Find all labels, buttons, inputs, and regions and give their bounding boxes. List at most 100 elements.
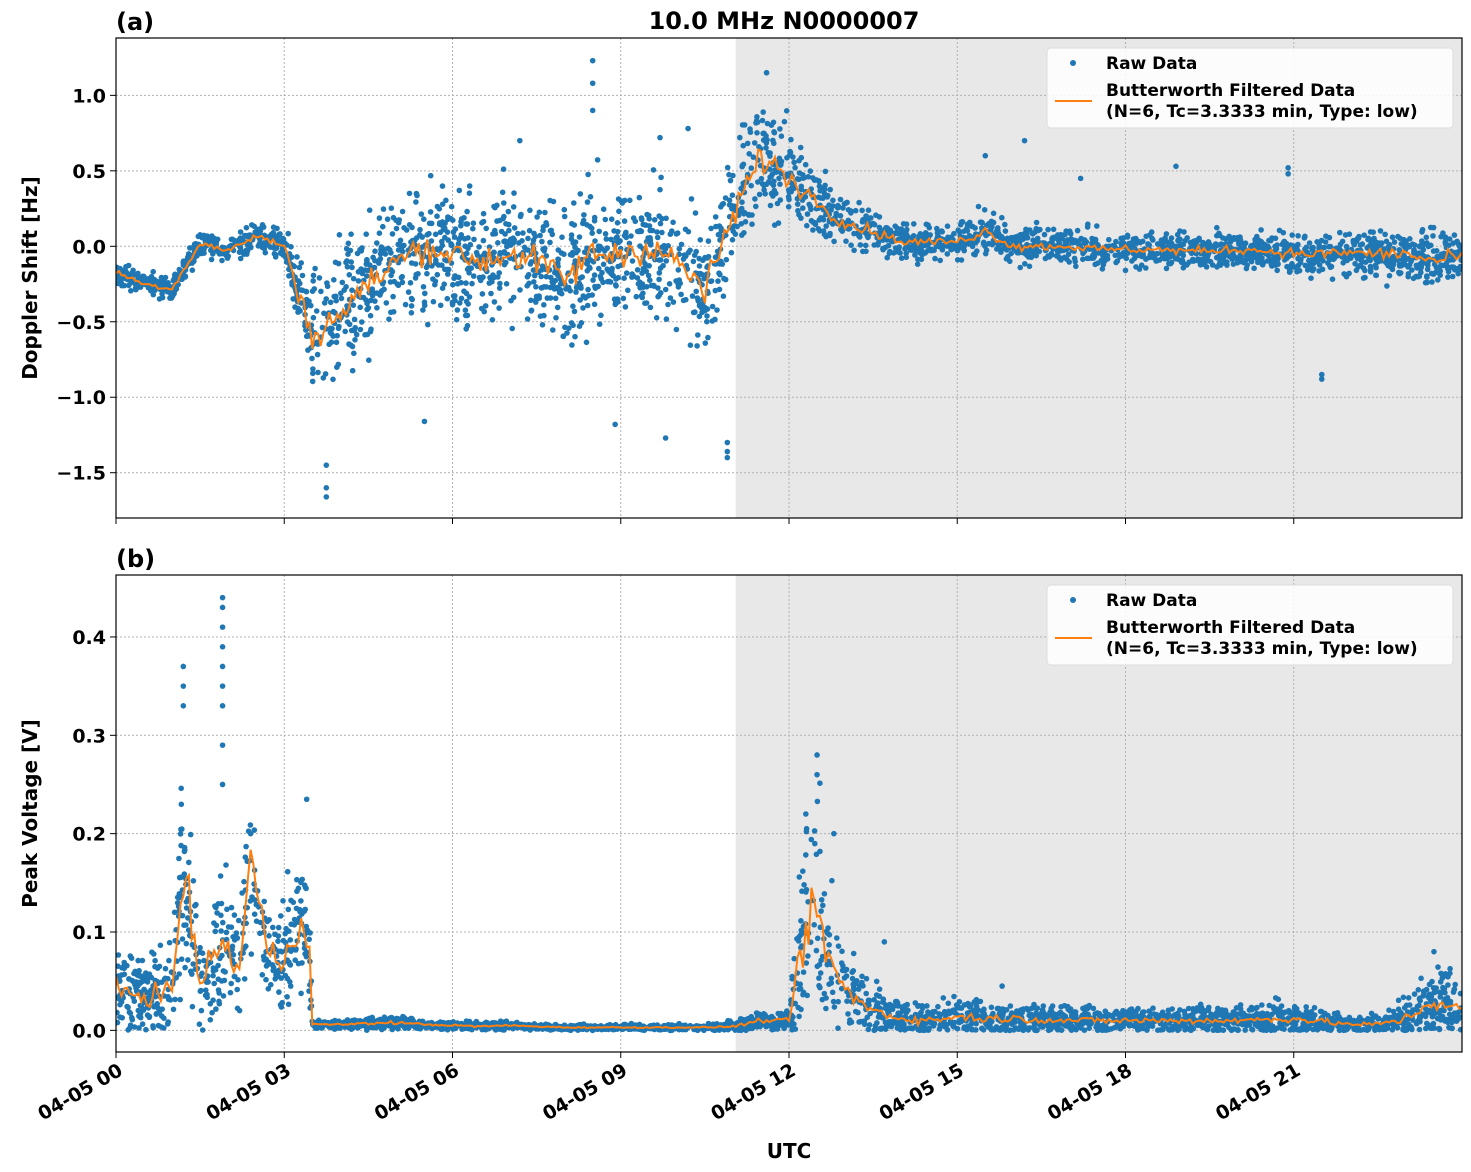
raw-data-point (724, 164, 731, 171)
raw-data-point (1424, 266, 1431, 273)
raw-data-point (798, 183, 805, 190)
raw-data-point (182, 847, 188, 853)
raw-data-point (504, 243, 510, 250)
raw-data-point (116, 952, 122, 958)
raw-data-point (1339, 238, 1346, 245)
raw-data-point (144, 979, 151, 985)
raw-data-point (922, 232, 928, 238)
raw-data-point (1224, 262, 1230, 268)
raw-data-point (621, 197, 628, 204)
raw-data-point (1045, 226, 1051, 233)
raw-data-point (1405, 271, 1412, 277)
raw-data-point (220, 919, 226, 926)
raw-data-point (1001, 245, 1007, 252)
raw-data-point (865, 207, 872, 213)
raw-data-point (1281, 246, 1287, 253)
raw-data-point (1407, 236, 1413, 242)
raw-data-point (547, 227, 554, 234)
raw-data-point (125, 262, 132, 269)
raw-data-point (843, 200, 850, 206)
raw-data-point (635, 281, 642, 287)
raw-data-point (1129, 239, 1136, 245)
raw-data-point (656, 276, 662, 283)
raw-data-point (623, 270, 630, 276)
raw-data-point (483, 225, 490, 232)
raw-data-point (1188, 241, 1195, 247)
raw-data-point (1214, 224, 1220, 231)
raw-data-point (1429, 279, 1435, 285)
raw-data-point (1398, 241, 1405, 247)
raw-data-point (223, 929, 230, 936)
raw-data-point (570, 322, 576, 329)
raw-data-point (1445, 264, 1452, 271)
raw-data-point (315, 369, 321, 376)
raw-data-point (445, 237, 452, 243)
raw-data-point (520, 230, 526, 236)
raw-data-point (1123, 255, 1130, 262)
raw-data-point (1307, 264, 1314, 270)
raw-data-point (310, 370, 316, 377)
raw-data-point (275, 938, 281, 944)
raw-data-point (276, 989, 282, 995)
raw-data-point (585, 292, 592, 299)
raw-data-point (1371, 235, 1377, 242)
raw-data-point (359, 245, 365, 251)
raw-data-point (1143, 233, 1149, 240)
raw-data-point (724, 448, 731, 455)
raw-data-point (171, 909, 178, 916)
raw-data-point (859, 207, 865, 214)
raw-data-point (830, 197, 836, 204)
raw-data-point (455, 240, 462, 247)
raw-data-point (929, 246, 936, 253)
raw-data-point (1148, 229, 1155, 235)
raw-data-point (729, 192, 736, 198)
raw-data-point (1163, 231, 1170, 237)
raw-data-point (709, 303, 716, 310)
raw-data-point (702, 340, 709, 346)
raw-data-point (349, 343, 356, 350)
raw-data-point (749, 221, 755, 227)
raw-data-point (709, 318, 716, 324)
raw-data-point (470, 220, 477, 226)
raw-data-point (903, 250, 909, 257)
raw-data-point (503, 281, 510, 287)
raw-data-point (237, 235, 244, 241)
raw-data-point (534, 214, 540, 220)
raw-data-point (1113, 259, 1119, 266)
raw-data-point (525, 247, 531, 253)
raw-data-point (1287, 268, 1293, 275)
raw-data-point (972, 225, 978, 231)
y-tick-label: 1.0 (72, 85, 106, 107)
raw-data-point (362, 332, 368, 338)
raw-data-point (818, 897, 825, 903)
raw-data-point (427, 209, 434, 215)
raw-data-point (876, 214, 883, 220)
raw-data-point (439, 201, 446, 207)
raw-data-point (1353, 267, 1360, 274)
raw-data-point (310, 314, 317, 321)
raw-data-point (1386, 272, 1393, 279)
raw-data-point (243, 224, 250, 231)
raw-data-point (1205, 239, 1212, 245)
raw-data-point (151, 276, 158, 283)
raw-data-point (950, 245, 957, 252)
raw-data-point (674, 230, 681, 236)
raw-data-point (306, 936, 313, 943)
raw-data-point (1397, 270, 1404, 276)
raw-data-point (602, 216, 609, 223)
raw-data-point (388, 205, 395, 211)
raw-data-point (1415, 987, 1422, 993)
raw-data-point (688, 196, 695, 202)
raw-data-point (1099, 266, 1106, 272)
raw-data-point (808, 217, 815, 224)
raw-data-point (662, 286, 669, 293)
raw-data-point (871, 221, 878, 228)
raw-data-point (212, 903, 218, 909)
raw-data-point (756, 144, 762, 150)
raw-data-point (602, 248, 608, 254)
raw-data-point (670, 299, 677, 305)
raw-data-point (987, 227, 994, 233)
raw-data-point (526, 227, 533, 234)
raw-data-point (886, 250, 893, 256)
